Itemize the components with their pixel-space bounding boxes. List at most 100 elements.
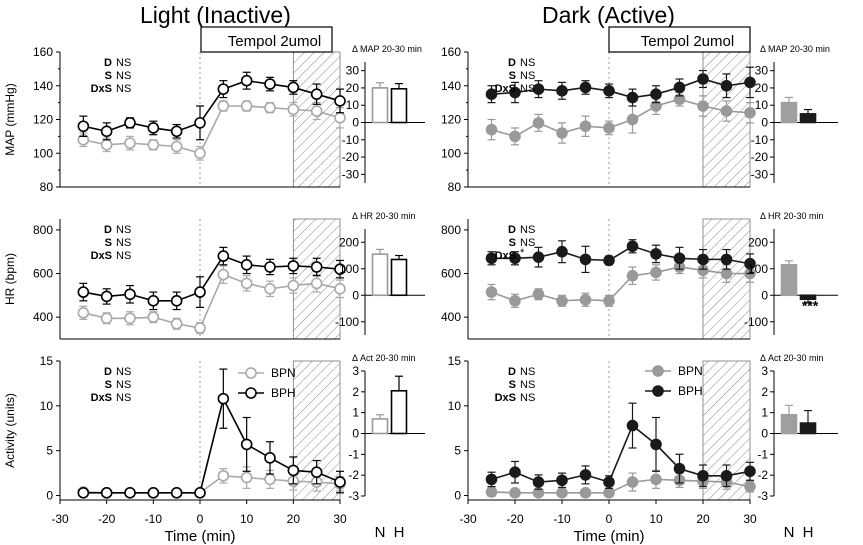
- light-hr-bph-point: [194, 286, 206, 298]
- dark-map-bpn-point: [579, 120, 592, 133]
- dark-map-bph-point: [626, 91, 639, 104]
- light-act-xtick-label: 0: [197, 512, 204, 526]
- light-dact-ytick-label: 3: [352, 364, 359, 378]
- dark-act-stat-label: DxS: [495, 392, 516, 404]
- light-act-bph-point: [240, 438, 253, 451]
- light-map-stat-label: DxS: [91, 83, 112, 95]
- light-act-ytick-label: 15: [40, 354, 54, 368]
- light-dact-title: Δ Act 20-30 min: [352, 353, 416, 363]
- dark-hr-bph-point: [485, 252, 498, 265]
- light-act-ytick-label: 5: [46, 444, 53, 458]
- light-map-ytick-label: 120: [33, 113, 53, 127]
- dark-dact-ytick-label: 1: [761, 406, 768, 420]
- dark-act-stat-value: NS: [520, 392, 535, 404]
- light-dmap-title: Δ MAP 20-30 min: [352, 44, 422, 54]
- light-dhr-ytick-label: 200: [339, 235, 359, 249]
- light-map-bph-point: [287, 81, 300, 94]
- light-dact-ytick-label: -1: [348, 447, 359, 461]
- light-hr-bph-point: [100, 290, 113, 303]
- light-act-stat-value: NS: [116, 392, 131, 404]
- dark-dmap-ytick-label: 0: [761, 116, 768, 130]
- light-dmap-ytick-label: 20: [346, 81, 360, 95]
- dark-dact-group-label: H: [803, 524, 814, 541]
- dark-dact-ytick-label: -1: [757, 447, 768, 461]
- dark-dact-ytick-label: -3: [757, 489, 768, 503]
- dark-map-bpn-point: [509, 130, 521, 143]
- light-act-xtick-label: 20: [287, 512, 301, 526]
- light-act-xtick-label: -10: [145, 512, 163, 526]
- light-hr-ytick-label: 400: [33, 310, 53, 324]
- light-act-bph-point: [194, 487, 206, 499]
- dark-hr-bpn-point: [485, 286, 498, 298]
- light-map-stat-label: D: [104, 57, 112, 69]
- light-hr-bph-point: [170, 295, 183, 307]
- light-hr-bph-point: [147, 295, 160, 307]
- dark-dact-group-label: N: [784, 524, 795, 541]
- light-map-bpn-point: [287, 103, 300, 116]
- dark-map-ytick-label: 160: [441, 45, 461, 59]
- dark-dmap-ytick-label: -10: [751, 133, 769, 147]
- dark-act-bpn-point: [509, 487, 521, 499]
- light-dact-ytick-label: 0: [352, 427, 359, 441]
- light-hr-bpn-point: [100, 312, 113, 325]
- light-hr-stat-value: NS: [116, 237, 131, 249]
- dark-map-bph-point: [603, 85, 615, 97]
- light-hr-bpn-point: [264, 283, 276, 295]
- light-hr-stat-label: D: [104, 224, 112, 236]
- light-act-bph-point: [287, 464, 300, 477]
- dark-hr-stat-value: *: [520, 247, 525, 259]
- dark-hr-bph-point: [556, 245, 568, 258]
- dark-dhr-ytick-label: 0: [761, 288, 768, 302]
- dark-dhr-title: Δ HR 20-30 min: [760, 211, 824, 221]
- dark-hr-bph-point: [650, 248, 662, 260]
- dark-map-bpn-point: [556, 127, 568, 139]
- legend-bph-label: BPH: [271, 386, 296, 400]
- dark-map-bpn-point: [603, 122, 615, 134]
- tempol-box: [200, 26, 333, 53]
- dark-hr-stat-label: S: [509, 237, 516, 249]
- dark-map-bph-point: [673, 81, 686, 94]
- dark-hr-bph-point: [744, 257, 756, 270]
- light-act-xlabel: Time (min): [164, 528, 235, 545]
- dark-map-bph-point: [532, 83, 545, 95]
- light-map-bph-point: [124, 117, 136, 129]
- light-hr-bph-point: [334, 263, 346, 275]
- light-map-bph-point: [334, 95, 346, 107]
- light-act-bph-point: [147, 487, 160, 499]
- light-hr-bpn-point: [77, 307, 90, 319]
- dark-map-stat-value: NS: [520, 83, 535, 95]
- dark-dact-ytick-label: 3: [761, 364, 768, 378]
- dark-map-bph-point: [556, 85, 568, 97]
- light-hr-bph-point: [217, 250, 230, 262]
- dark-act-bph-point: [509, 466, 521, 479]
- dark-dhr-chart: -100 0 100 200 Δ HR 20-30 min ***: [744, 211, 838, 335]
- light-map-bph-point: [240, 74, 253, 87]
- dark-act-bpn-point: [744, 480, 756, 493]
- light-map-bpn-point: [240, 100, 253, 112]
- dark-hr-bph-point: [579, 253, 592, 266]
- light-map-stat-value: NS: [116, 70, 131, 82]
- dark-map-bph-point: [650, 88, 662, 100]
- dark-map-chart: 80 100 120 140 160 D NS S NS DxS NS: [441, 45, 756, 194]
- dark-map-bpn-point: [744, 106, 756, 119]
- dark-hr-bpn-point: [720, 267, 733, 280]
- dark-dact-title: Δ Act 20-30 min: [760, 353, 824, 363]
- dark-act-bph-point: [744, 465, 756, 478]
- dark-hr-stat-value: NS: [520, 224, 535, 236]
- dark-hr-bph-point: [532, 251, 545, 263]
- light-dact-bar-n: [371, 418, 389, 435]
- dark-act-bph-point: [579, 469, 592, 481]
- dark-hr-bpn-point: [626, 269, 639, 282]
- tempol-label: Tempol 2umol: [228, 33, 321, 50]
- light-dhr-ytick-label: 100: [339, 262, 359, 276]
- dark-map-bph-point: [579, 81, 592, 94]
- dark-act-bph-point: [673, 462, 686, 475]
- light-map-chart: 80 100 120 140 160 MAP (mmHg) D NS S NS DxS NS: [3, 45, 346, 194]
- dark-hr-bpn-point: [603, 295, 615, 307]
- light-dact-chart: -3 -2 -1 0 1 2 3Δ Act 20-30 min N H: [348, 353, 425, 541]
- light-dmap-ytick-label: 30: [346, 64, 360, 78]
- light-map-bph-point: [170, 125, 183, 138]
- dark-dhr-ytick-label: 100: [748, 262, 768, 276]
- light-act-bph-point: [77, 487, 90, 499]
